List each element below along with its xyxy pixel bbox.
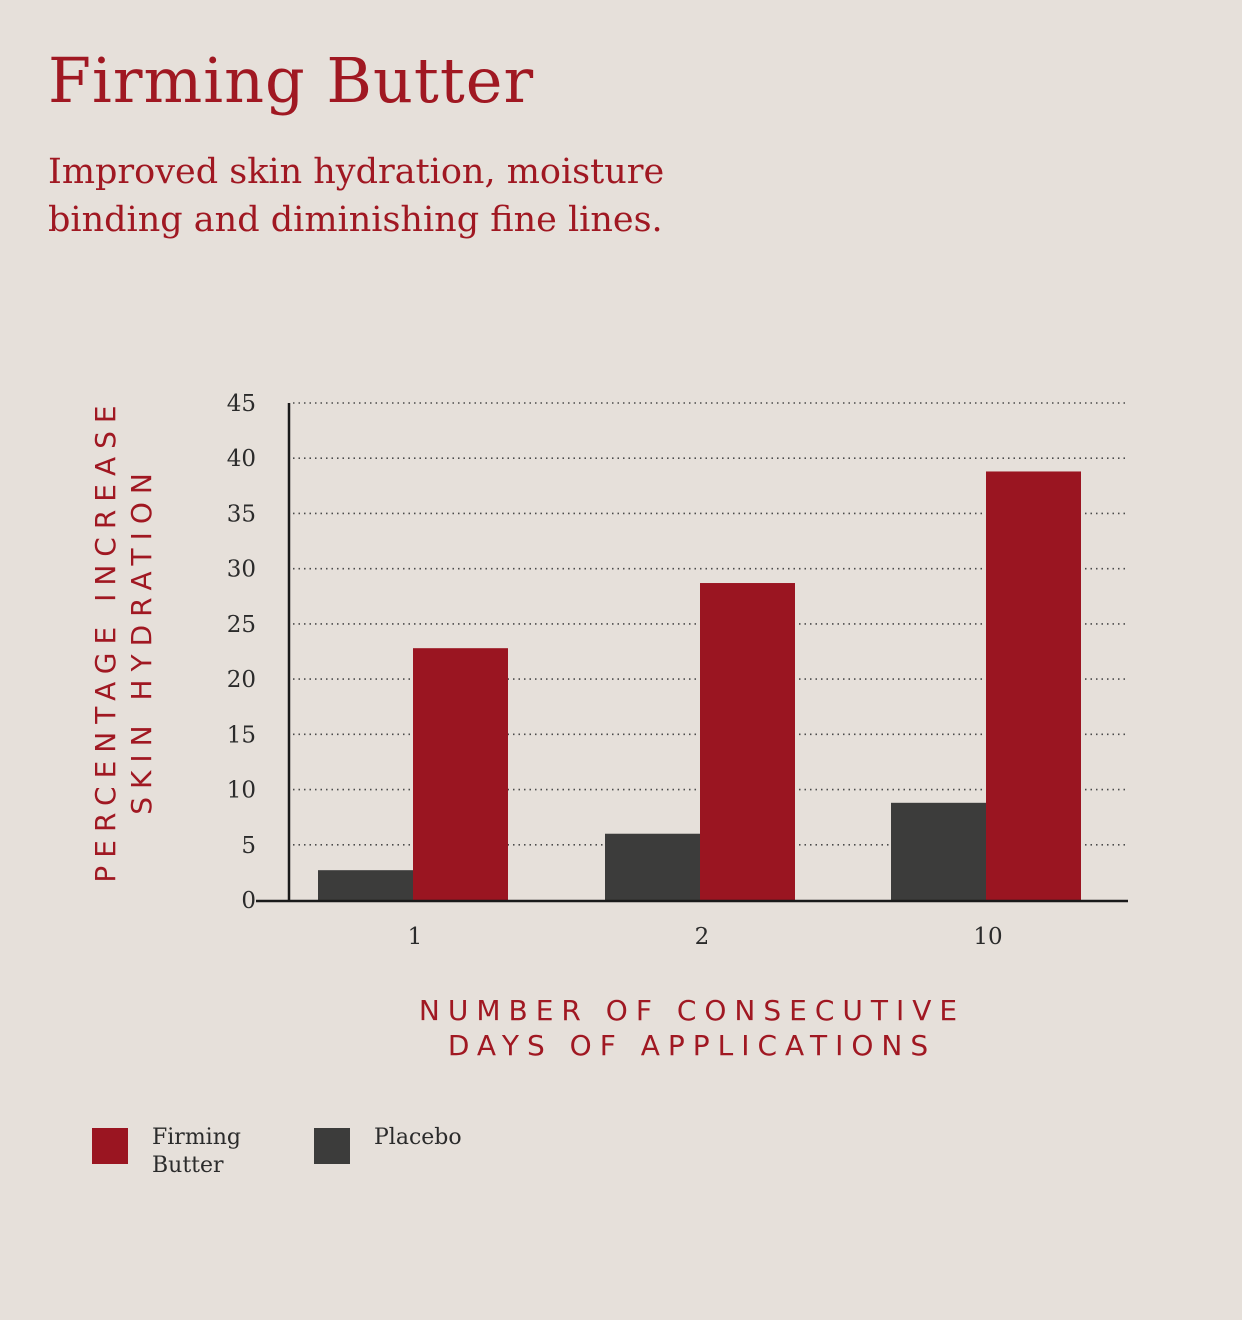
x-axis-title-line-1: NUMBER OF CONSECUTIVE xyxy=(419,994,965,1027)
chart-legend: Firming Butter Placebo xyxy=(92,1124,556,1180)
legend-swatch-firming-butter xyxy=(92,1128,128,1164)
bar-firming-butter-1 xyxy=(413,648,508,900)
legend-item-placebo: Placebo xyxy=(314,1124,494,1180)
y-axis-title-line-2: SKIN HYDRATION xyxy=(125,465,158,815)
bar-placebo-10 xyxy=(891,802,986,900)
y-tick-label-35: 35 xyxy=(227,501,256,527)
chart-subtitle: Improved skin hydration, moisture bindin… xyxy=(48,148,808,244)
bar-firming-butter-10 xyxy=(986,471,1081,900)
y-tick-label-15: 15 xyxy=(227,722,256,748)
y-tick-label-5: 5 xyxy=(241,833,256,859)
y-tick-label-30: 30 xyxy=(227,557,256,583)
subtitle-line-2: binding and diminishing fine lines. xyxy=(48,200,663,240)
y-tick-label-0: 0 xyxy=(241,888,256,914)
y-tick-label-40: 40 xyxy=(227,446,256,472)
chart-title: Firming Butter xyxy=(48,44,535,117)
x-tick-label-10: 10 xyxy=(973,924,1002,950)
y-tick-label-25: 25 xyxy=(227,612,256,638)
bar-placebo-1 xyxy=(318,870,413,900)
legend-label-firming-butter: Firming Butter xyxy=(152,1125,241,1178)
y-tick-label-10: 10 xyxy=(227,778,256,804)
y-tick-label-45: 45 xyxy=(227,391,256,417)
legend-item-firming-butter: Firming Butter xyxy=(92,1124,252,1180)
bar-chart: 0 5 10 15 20 25 30 35 40 45 1 2 10 NUMBER OF CONSECUT… xyxy=(89,391,1128,1062)
x-tick-label-1: 1 xyxy=(408,924,423,950)
bar-firming-butter-2 xyxy=(700,583,795,900)
legend-label-placebo: Placebo xyxy=(374,1125,462,1150)
y-tick-label-20: 20 xyxy=(227,667,256,693)
x-tick-label-2: 2 xyxy=(695,924,710,950)
subtitle-line-1: Improved skin hydration, moisture xyxy=(48,152,665,192)
x-axis-title-line-2: DAYS OF APPLICATIONS xyxy=(448,1029,936,1062)
legend-swatch-placebo xyxy=(314,1128,350,1164)
y-axis-title-line-1: PERCENTAGE INCREASE xyxy=(89,397,122,882)
bar-placebo-2 xyxy=(605,833,700,900)
